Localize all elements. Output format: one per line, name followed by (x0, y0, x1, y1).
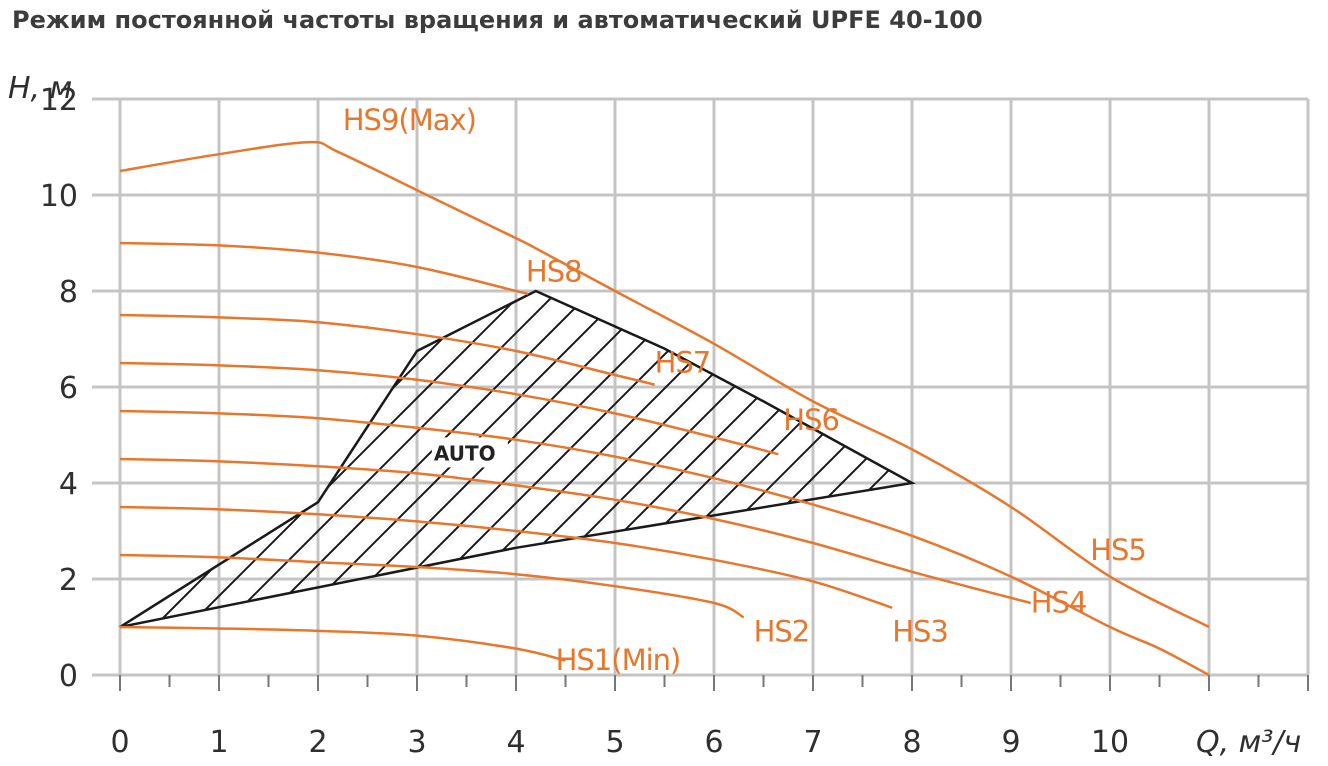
hatch-line (139, 291, 741, 627)
curve-hs8 (119, 241, 529, 295)
y-tick-label: 12 (40, 83, 78, 118)
curve-label-hs1-min-: HS1(Min) (556, 643, 681, 677)
x-tick-label: 8 (902, 725, 921, 760)
hatch-line (120, 291, 537, 627)
curve-hs5 (119, 409, 1210, 677)
chart-title: Режим постоянной частоты вращения и авто… (12, 6, 983, 34)
hatch-line (1262, 75, 1328, 675)
hatch-line (1058, 75, 1328, 675)
auto-outline (119, 289, 916, 629)
hatch-line (479, 291, 912, 627)
hatch-line (683, 291, 912, 627)
x-tick-label: 4 (506, 725, 525, 760)
x-tick-labels: 0 1 2 3 4 5 6 7 8 9 10 (110, 725, 1129, 760)
hatch-line (717, 291, 912, 627)
y-tick-label: 2 (59, 563, 78, 598)
curve-hs7 (119, 313, 655, 386)
curve-hs9-max- (119, 140, 527, 245)
curves (119, 140, 1210, 677)
y-tick-label: 8 (59, 275, 78, 310)
curve-hs3 (119, 505, 893, 609)
hatch-line (120, 291, 639, 627)
y-tick-label: 0 (59, 659, 78, 694)
y-tick-label: 4 (59, 467, 78, 502)
y-tick-label: 6 (59, 371, 78, 406)
curve-max-envelope (525, 241, 1210, 629)
curve-label-hs2: HS2 (754, 614, 810, 648)
curve-label-hs9-max-: HS9(Max) (343, 103, 476, 137)
x-tick-label: 0 (110, 725, 129, 760)
hatch-line (120, 291, 707, 627)
x-tick-label: 1 (209, 725, 228, 760)
hatch-line (343, 291, 912, 627)
hatch-line (207, 291, 809, 627)
curve-hs4 (119, 457, 1032, 605)
curve-label-hs3: HS3 (892, 614, 948, 648)
y-tick-label: 10 (40, 179, 78, 214)
x-tick-label: 9 (1001, 725, 1020, 760)
curve-hs1-min- (119, 625, 566, 662)
x-axis-label: Q, м³/ч (1196, 725, 1301, 760)
x-tick-label: 5 (605, 725, 624, 760)
x-tick-label: 3 (407, 725, 426, 760)
hatch-line (241, 291, 843, 627)
hatch-line (1160, 75, 1328, 675)
hatch-line (887, 291, 912, 627)
curve-label-hs4: HS4 (1031, 586, 1087, 620)
y-tick-labels: 0 2 4 6 8 10 12 (40, 83, 78, 694)
curve-label-hs6: HS6 (783, 403, 839, 437)
hatch-line (1296, 75, 1328, 675)
curve-label-hs8: HS8 (526, 254, 582, 288)
x-tick-label: 7 (803, 725, 822, 760)
curve-label-hs5: HS5 (1090, 533, 1146, 567)
hatch-line (649, 291, 912, 627)
auto-label: AUTO (434, 441, 496, 465)
x-tick-label: 6 (704, 725, 723, 760)
curve-hs2 (119, 553, 745, 619)
hatch-line (853, 291, 912, 627)
hatch-line (173, 291, 775, 627)
hatch-line (120, 291, 571, 627)
curve-hs6 (119, 361, 779, 456)
hatch-line (120, 291, 605, 627)
auto-label-bg (431, 437, 508, 468)
x-tick-label: 10 (1091, 725, 1129, 760)
hatch-line (1228, 75, 1328, 675)
curve-label-hs7: HS7 (655, 346, 711, 380)
hatch-line (1126, 75, 1328, 675)
hatch-line (445, 291, 912, 627)
grid (92, 97, 1310, 691)
x-tick-label: 2 (308, 725, 327, 760)
y-axis-label: H, м (8, 71, 72, 106)
